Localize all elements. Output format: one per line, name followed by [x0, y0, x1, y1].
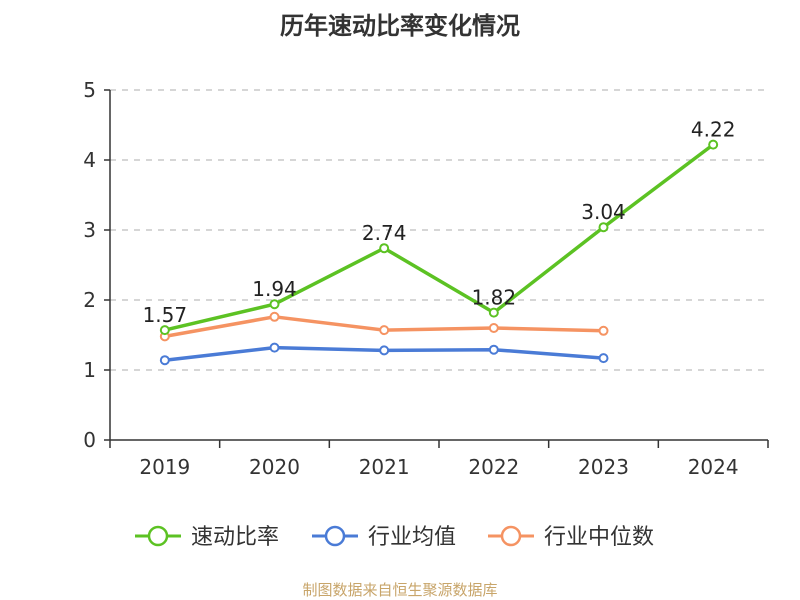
series-point-1 — [598, 222, 609, 233]
legend-item-2[interactable]: 行业均值 — [312, 525, 456, 550]
x-tick-label: 2019 — [139, 455, 190, 479]
series-point-3 — [269, 311, 280, 322]
series-point-2 — [269, 342, 280, 353]
legend-marker — [324, 525, 346, 547]
series-point-3 — [379, 325, 390, 336]
legend-item-3[interactable]: 行业中位数 — [488, 525, 654, 550]
x-tick-label: 2020 — [249, 455, 300, 479]
data-label: 3.04 — [581, 200, 626, 224]
legend-label: 行业均值 — [368, 525, 456, 550]
y-tick-label: 0 — [83, 428, 96, 452]
series-point-1 — [269, 299, 280, 310]
data-label: 4.22 — [691, 118, 736, 142]
source-note: 制图数据来自恒生聚源数据库 — [302, 581, 498, 599]
series-point-1 — [379, 243, 390, 254]
legend-marker — [147, 525, 169, 547]
x-tick-label: 2022 — [468, 455, 519, 479]
legend-label: 行业中位数 — [544, 525, 654, 550]
y-tick-label: 3 — [83, 218, 96, 242]
series-point-2 — [488, 344, 499, 355]
legend-label: 速动比率 — [191, 525, 279, 550]
x-tick-label: 2023 — [578, 455, 629, 479]
series-point-3 — [488, 323, 499, 333]
y-tick-label: 2 — [83, 288, 96, 312]
series-point-1 — [708, 139, 719, 150]
series-point-2 — [598, 353, 609, 364]
data-label: 2.74 — [362, 221, 407, 245]
series-line-1 — [164, 143, 715, 332]
series-point-3 — [598, 325, 609, 336]
data-label: 1.94 — [252, 277, 297, 301]
series-point-2 — [379, 345, 390, 356]
series-point-2 — [159, 355, 170, 366]
series-point-1 — [159, 325, 170, 336]
data-label: 1.57 — [143, 303, 188, 327]
y-tick-label: 5 — [83, 78, 96, 102]
legend-item-1[interactable]: 速动比率 — [135, 525, 279, 550]
x-tick-label: 2024 — [688, 455, 739, 479]
series-point-1 — [488, 307, 499, 318]
chart-title: 历年速动比率变化情况 — [280, 12, 520, 40]
data-label: 1.82 — [472, 286, 517, 310]
y-tick-label: 1 — [83, 358, 96, 382]
legend-marker — [500, 525, 522, 547]
y-tick-label: 4 — [83, 148, 96, 172]
x-tick-label: 2021 — [359, 455, 410, 479]
